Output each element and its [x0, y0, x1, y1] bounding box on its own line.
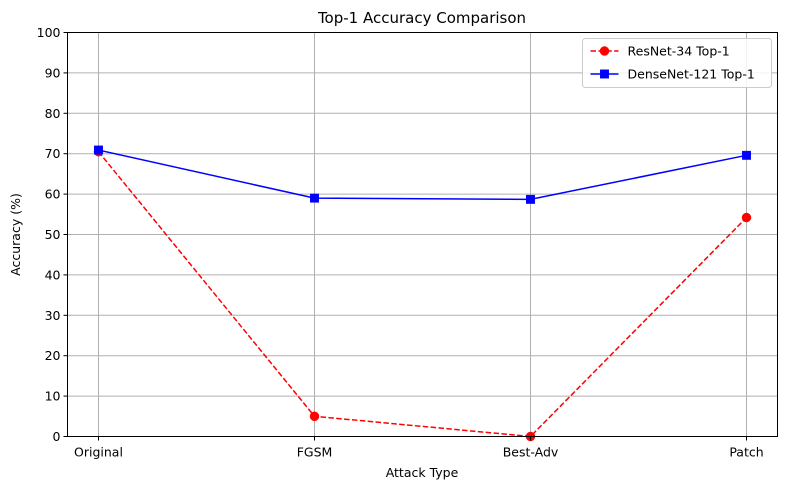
data-point — [309, 411, 320, 422]
x-axis-title: Attack Type — [386, 465, 459, 480]
legend-box — [582, 38, 772, 88]
y-axis-title: Accuracy (%) — [8, 193, 23, 276]
legend-label: DenseNet-121 Top-1 — [628, 67, 755, 82]
x-tick-label: Best-Adv — [503, 445, 559, 460]
x-tick-label: FGSM — [297, 445, 333, 460]
y-tick-label: 40 — [45, 267, 61, 282]
y-tick-label: 100 — [37, 25, 61, 40]
legend-marker — [600, 69, 609, 79]
y-tick-label: 10 — [45, 389, 61, 404]
legend: ResNet-34 Top-1 DenseNet-121 Top-1 — [582, 38, 772, 88]
data-point — [742, 150, 751, 160]
series-1 — [93, 146, 752, 442]
legend-label: ResNet-34 Top-1 — [628, 44, 730, 59]
y-tick-label: 80 — [45, 106, 61, 121]
data-point — [94, 145, 103, 155]
data-point — [310, 193, 319, 203]
data-point — [526, 194, 535, 204]
y-tick-label: 90 — [45, 65, 61, 80]
series-layer — [93, 145, 752, 442]
x-tick-label: Original — [74, 445, 123, 460]
y-tick-label: 30 — [45, 308, 61, 323]
series-2 — [94, 145, 751, 204]
x-axis-ticks: Original FGSM Best-Adv Patch — [74, 436, 764, 460]
x-tick-label: Patch — [729, 445, 763, 460]
data-point — [741, 212, 752, 223]
y-tick-label: 0 — [53, 429, 61, 444]
chart-title: Top-1 Accuracy Comparison — [317, 9, 526, 27]
legend-item: ResNet-34 Top-1 — [590, 44, 730, 59]
y-axis-ticks: 0 10 20 30 40 50 60 70 80 90 100 — [37, 25, 68, 444]
y-tick-label: 50 — [45, 227, 61, 242]
series-line — [98, 149, 747, 201]
grid-lines — [67, 32, 778, 437]
legend-marker — [599, 46, 610, 56]
y-tick-label: 60 — [45, 187, 61, 202]
legend-item: DenseNet-121 Top-1 — [590, 67, 755, 82]
y-tick-label: 20 — [45, 348, 61, 363]
series-line — [97, 151, 748, 438]
y-tick-label: 70 — [45, 146, 61, 161]
